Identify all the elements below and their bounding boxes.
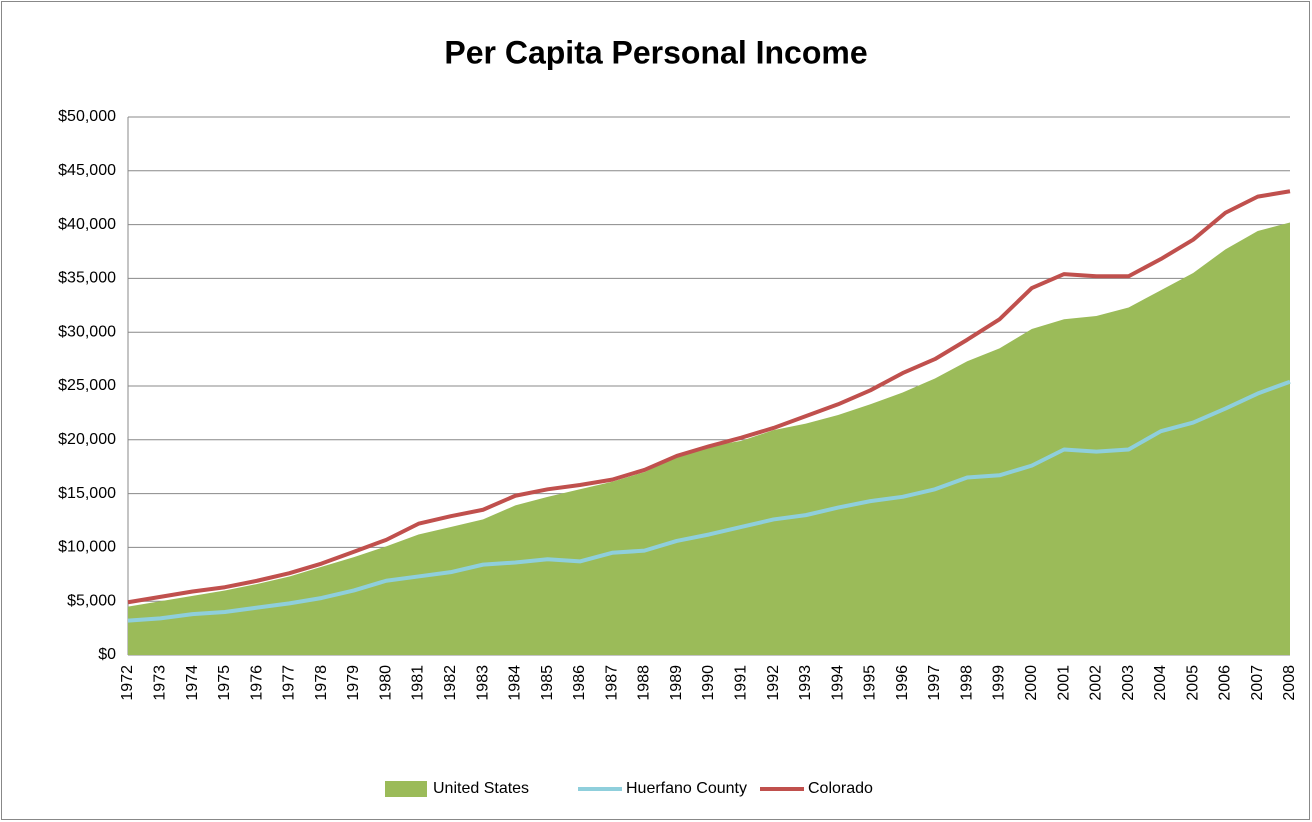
x-tick-label: 1995 [862, 665, 879, 701]
x-tick-label: 1996 [894, 665, 911, 701]
x-tick-label: 2008 [1281, 665, 1298, 701]
x-tick-label: 1976 [248, 665, 265, 701]
x-tick-label: 1992 [765, 665, 782, 701]
y-tick-label: $0 [98, 646, 116, 663]
y-tick-label: $35,000 [58, 270, 116, 287]
x-tick-label: 2003 [1120, 665, 1137, 701]
x-tick-label: 1978 [313, 665, 330, 701]
x-tick-label: 1986 [571, 665, 588, 701]
x-tick-label: 2000 [1023, 665, 1040, 701]
x-tick-label: 1985 [539, 665, 556, 701]
x-tick-label: 1989 [668, 665, 685, 701]
x-tick-label: 1991 [732, 665, 749, 701]
x-tick-label: 1984 [507, 665, 524, 701]
x-tick-label: 1990 [700, 665, 717, 701]
y-tick-label: $20,000 [58, 431, 116, 448]
x-tick-label: 1972 [119, 665, 136, 701]
x-tick-label: 1982 [442, 665, 459, 701]
x-tick-label: 1999 [991, 665, 1008, 701]
y-tick-label: $45,000 [58, 162, 116, 179]
x-tick-label: 1979 [345, 665, 362, 701]
x-tick-label: 1993 [797, 665, 814, 701]
y-tick-label: $25,000 [58, 377, 116, 394]
y-tick-label: $40,000 [58, 216, 116, 233]
y-tick-label: $50,000 [58, 108, 116, 125]
x-tick-label: 1974 [184, 665, 201, 701]
x-tick-label: 1987 [603, 665, 620, 701]
x-tick-label: 2007 [1249, 665, 1266, 701]
x-tick-label: 1994 [829, 665, 846, 701]
legend-swatch [385, 781, 427, 797]
y-tick-label: $30,000 [58, 323, 116, 340]
x-tick-label: 2004 [1152, 665, 1169, 701]
x-tick-label: 1998 [958, 665, 975, 701]
x-tick-label: 1981 [410, 665, 427, 701]
x-tick-label: 1975 [216, 665, 233, 701]
x-tick-label: 1973 [151, 665, 168, 701]
x-tick-label: 1988 [636, 665, 653, 701]
area [128, 222, 1290, 655]
chart-title: Per Capita Personal Income [444, 34, 867, 70]
y-tick-label: $10,000 [58, 539, 116, 556]
x-tick-label: 1977 [281, 665, 298, 701]
y-tick-label: $5,000 [67, 592, 116, 609]
y-tick-label: $15,000 [58, 485, 116, 502]
x-tick-label: 2001 [1055, 665, 1072, 701]
legend-label: Huerfano County [626, 780, 747, 797]
x-tick-label: 2006 [1217, 665, 1234, 701]
x-tick-label: 2002 [1088, 665, 1105, 701]
x-tick-label: 1997 [926, 665, 943, 701]
line [127, 379, 1291, 623]
legend-label: Colorado [808, 780, 873, 797]
x-tick-label: 1980 [377, 665, 394, 701]
legend-label: United States [433, 780, 529, 797]
x-tick-label: 1983 [474, 665, 491, 701]
x-tick-label: 2005 [1184, 665, 1201, 701]
line [127, 189, 1291, 605]
